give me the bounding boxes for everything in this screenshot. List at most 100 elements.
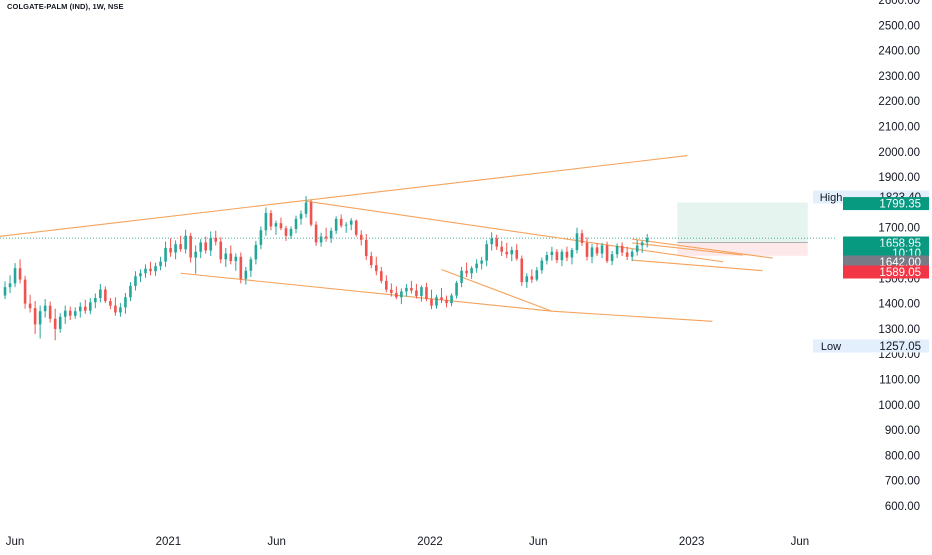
candle[interactable] (8, 275, 12, 293)
candle[interactable] (505, 242, 509, 259)
candle[interactable] (600, 242, 604, 259)
candle[interactable] (615, 243, 619, 259)
candle[interactable] (560, 249, 564, 267)
candle[interactable] (450, 293, 453, 307)
candle[interactable] (78, 302, 82, 318)
trendline[interactable] (441, 268, 553, 312)
candle[interactable] (134, 271, 137, 291)
candle[interactable] (179, 235, 182, 252)
candle[interactable] (550, 246, 554, 261)
trendline[interactable] (0, 155, 688, 237)
candle[interactable] (139, 269, 142, 283)
trendline[interactable] (180, 272, 552, 312)
candle[interactable] (415, 283, 418, 299)
candle[interactable] (369, 251, 373, 269)
candle[interactable] (279, 217, 283, 231)
candle[interactable] (304, 196, 308, 218)
candle[interactable] (610, 250, 614, 266)
candle[interactable] (565, 246, 569, 262)
candle[interactable] (410, 280, 413, 294)
candle[interactable] (219, 237, 223, 264)
candle[interactable] (53, 308, 57, 341)
candle[interactable] (630, 249, 634, 262)
candle[interactable] (515, 244, 519, 261)
candle[interactable] (259, 226, 263, 250)
candle[interactable] (525, 273, 529, 288)
candle[interactable] (274, 220, 278, 235)
candle[interactable] (174, 240, 177, 260)
candle[interactable] (635, 239, 639, 256)
profit-zone[interactable] (677, 202, 808, 243)
candle[interactable] (470, 266, 473, 279)
candle[interactable] (425, 282, 428, 302)
candle[interactable] (380, 266, 383, 284)
candle[interactable] (445, 295, 448, 308)
candle[interactable] (400, 288, 403, 305)
candle[interactable] (344, 222, 348, 233)
candle[interactable] (645, 234, 649, 248)
candle[interactable] (354, 219, 358, 237)
candle[interactable] (199, 239, 202, 259)
candle[interactable] (58, 313, 62, 333)
candle[interactable] (605, 241, 609, 264)
candle[interactable] (490, 232, 493, 251)
candle[interactable] (89, 298, 92, 315)
candle[interactable] (359, 230, 363, 246)
candle[interactable] (620, 242, 624, 257)
candle[interactable] (385, 275, 388, 293)
trendline[interactable] (551, 310, 713, 322)
candle[interactable] (435, 294, 438, 309)
candle[interactable] (480, 256, 483, 270)
candle[interactable] (405, 283, 408, 297)
candle[interactable] (364, 234, 368, 261)
candle[interactable] (395, 286, 398, 300)
candle[interactable] (535, 266, 539, 282)
candle[interactable] (329, 227, 333, 243)
candle[interactable] (580, 229, 584, 246)
candle[interactable] (289, 226, 293, 240)
candle[interactable] (169, 238, 172, 257)
candle[interactable] (28, 294, 32, 313)
candle[interactable] (585, 237, 589, 261)
trendline[interactable] (632, 238, 773, 259)
candle[interactable] (495, 234, 498, 250)
candle[interactable] (159, 256, 162, 271)
candle[interactable] (43, 299, 47, 318)
candle[interactable] (390, 283, 393, 297)
candle[interactable] (239, 252, 243, 284)
candle[interactable] (475, 259, 478, 273)
candle[interactable] (189, 232, 192, 263)
candle[interactable] (339, 214, 343, 228)
candle[interactable] (63, 305, 67, 324)
candle[interactable] (570, 247, 574, 265)
candle[interactable] (314, 221, 318, 246)
candle[interactable] (254, 240, 258, 265)
candle[interactable] (575, 227, 579, 254)
candle[interactable] (545, 251, 549, 265)
candle[interactable] (595, 242, 599, 257)
candle[interactable] (204, 236, 208, 254)
candle[interactable] (510, 246, 514, 262)
candle[interactable] (324, 227, 328, 242)
candle[interactable] (124, 292, 127, 314)
candle[interactable] (154, 262, 157, 276)
candle[interactable] (440, 287, 443, 304)
candle[interactable] (540, 257, 544, 274)
candle[interactable] (164, 241, 167, 267)
candle[interactable] (214, 230, 218, 246)
candle[interactable] (209, 231, 213, 257)
candle[interactable] (430, 289, 433, 310)
candle[interactable] (99, 283, 102, 303)
candle[interactable] (520, 255, 524, 286)
candle[interactable] (299, 210, 303, 225)
candle[interactable] (38, 305, 42, 339)
candle[interactable] (460, 266, 463, 288)
candle[interactable] (48, 301, 52, 323)
candle[interactable] (294, 215, 298, 234)
candle[interactable] (129, 282, 132, 302)
candle[interactable] (249, 256, 253, 278)
candle[interactable] (83, 299, 87, 314)
candle[interactable] (194, 245, 197, 274)
candle[interactable] (3, 281, 7, 300)
trendline[interactable] (632, 259, 763, 272)
